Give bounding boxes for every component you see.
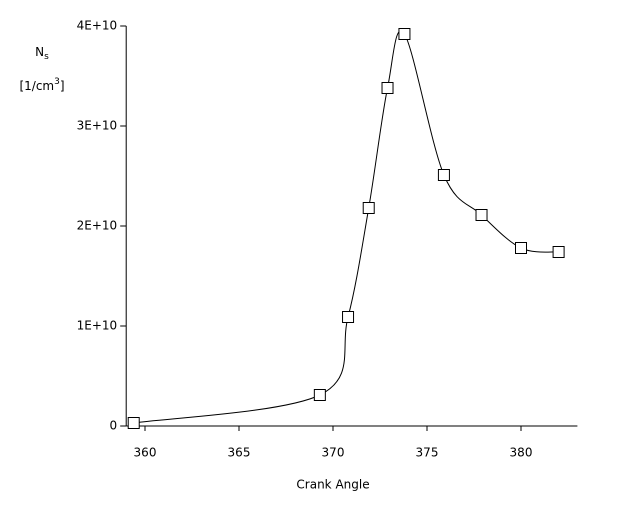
data-marker xyxy=(313,389,326,401)
data-marker xyxy=(515,242,527,254)
data-marker xyxy=(437,169,450,181)
data-marker xyxy=(127,417,140,429)
x-tick-label: 380 xyxy=(510,446,533,460)
x-tick-label: 370 xyxy=(322,446,345,460)
data-line xyxy=(133,30,559,424)
y-axis-label: Ns xyxy=(35,45,49,62)
y-tick-label: 2E+10 xyxy=(77,219,118,233)
y-tick-label: 3E+10 xyxy=(77,119,118,133)
data-marker xyxy=(552,246,565,258)
data-marker xyxy=(398,28,411,40)
y-tick-label: 1E+10 xyxy=(77,319,118,333)
x-tick-label: 375 xyxy=(416,446,439,460)
data-marker xyxy=(475,209,488,221)
y-tick-label: 0 xyxy=(110,419,118,433)
data-marker xyxy=(362,202,375,214)
x-axis-label: Crank Angle xyxy=(296,478,369,492)
y-axis-unit: [1/cm3] xyxy=(19,77,64,93)
data-marker xyxy=(381,82,394,94)
x-tick-label: 365 xyxy=(228,446,251,460)
y-tick-label: 4E+10 xyxy=(77,19,118,33)
data-marker xyxy=(342,311,355,323)
x-tick-label: 360 xyxy=(134,446,157,460)
